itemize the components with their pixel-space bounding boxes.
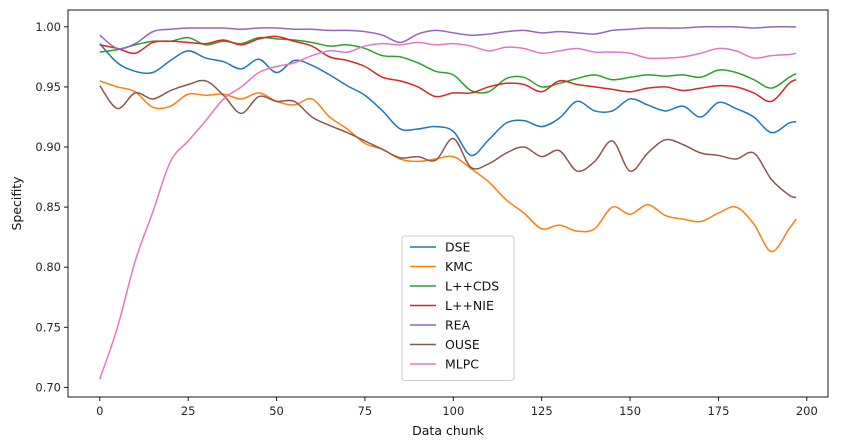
y-tick-label: 0.70	[35, 380, 61, 394]
plot-frame	[67, 9, 829, 398]
y-axis-ticks: 0.70 0.75 0.80 0.85 0.90 0.95 1.00	[35, 20, 68, 394]
series-line-l-cds	[99, 36, 797, 94]
x-tick-label: 0	[96, 404, 103, 418]
y-tick-label: 0.85	[35, 200, 61, 214]
y-tick-label: 0.95	[35, 80, 61, 94]
legend-label-ouse: OUSE	[445, 337, 480, 352]
legend-label-rea: REA	[445, 318, 471, 333]
x-tick-label: 75	[358, 404, 373, 418]
legend-label-dse: DSE	[445, 240, 471, 255]
x-tick-label: 175	[707, 404, 729, 418]
legend-label-kmc: KMC	[445, 259, 473, 274]
series-layer	[99, 25, 797, 380]
x-tick-label: 25	[181, 404, 196, 418]
legend-label-mlpc: MLPC	[445, 357, 479, 372]
legend-label-l-cds: L++CDS	[445, 279, 499, 294]
x-tick-label: 150	[619, 404, 641, 418]
y-tick-label: 0.90	[35, 140, 61, 154]
y-tick-label: 1.00	[35, 20, 61, 34]
x-axis-label: Data chunk	[412, 423, 484, 438]
legend: DSE KMC L++CDS L++NIE REA OUSE MLPC	[401, 235, 515, 381]
series-line-rea	[99, 25, 797, 50]
legend-label-l-nie: L++NIE	[445, 298, 494, 313]
series-line-dse	[99, 43, 797, 157]
x-axis-ticks: 0 25 50 75 100 125 150 175 200	[96, 397, 818, 418]
series-line-l-nie	[99, 35, 797, 103]
x-tick-label: 200	[796, 404, 818, 418]
x-tick-label: 50	[269, 404, 284, 418]
y-tick-label: 0.80	[35, 260, 61, 274]
x-tick-label: 125	[531, 404, 553, 418]
y-axis-label: Specifity	[9, 176, 24, 231]
y-tick-label: 0.75	[35, 320, 61, 334]
series-line-kmc	[99, 80, 797, 253]
series-line-ouse	[99, 79, 797, 199]
x-tick-label: 100	[442, 404, 464, 418]
series-line-mlpc	[99, 41, 797, 380]
